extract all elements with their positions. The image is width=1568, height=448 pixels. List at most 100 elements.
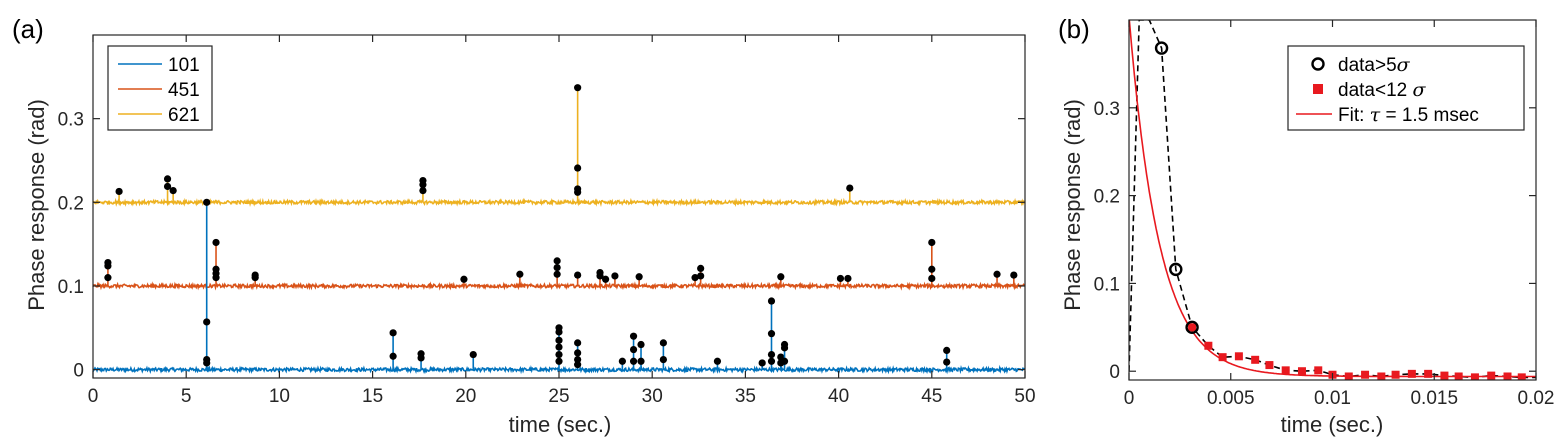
legend-box-a [107,45,213,131]
event-point-101 [758,359,766,367]
x-tick-label: 0.015 [1410,388,1458,409]
data-point-square [1344,372,1353,380]
series-trace-621 [92,197,1026,208]
chart-b-series [1129,20,1536,380]
x-tick-label: 30 [642,386,663,407]
event-point-451 [460,275,468,283]
data-point-square [1503,372,1512,380]
event-point-451 [777,273,785,281]
y-tick-label: 0.3 [58,110,84,131]
event-point-451 [251,274,259,282]
x-tick-label: 45 [921,386,942,407]
event-point-101 [574,361,582,369]
event-point-451 [553,270,561,278]
event-point-451 [553,263,561,272]
event-point-101 [629,345,638,354]
event-point-101 [574,349,582,357]
event-point-101 [637,357,645,365]
event-point-451 [212,238,220,247]
event-point-451 [602,275,610,283]
event-point-621 [419,187,427,195]
data-point-square [1234,352,1243,361]
event-point-101 [767,357,776,365]
x-tick-label: 0.02 [1518,388,1555,409]
y-tick-label: 0 [1109,362,1120,383]
data-point-square [1188,323,1197,332]
x-tick-label: 50 [1014,386,1035,407]
x-tick-label: 5 [181,386,192,407]
event-point-101 [389,352,397,360]
chart-a-ylabel: Phase response (rad) [24,99,49,311]
chart-b-legend: data>5σ data<12 σ Fit: τ = 1.5 msec [1287,45,1525,131]
event-point-451 [1010,271,1018,279]
event-point-101 [713,357,722,365]
x-tick-label: 0.01 [1314,388,1351,409]
event-point-101 [417,354,425,362]
chart-b: (b) 0 0.005 0.01 0.015 0.02 0 0.1 0.2 0.3 time (… [1058,14,1554,437]
data-point-square [1517,373,1526,380]
y-tick-label: 0.3 [1094,99,1120,120]
data-point-square [1454,372,1463,380]
legend-b-label-data-gt-text: data>5 [1338,55,1397,76]
event-point-451 [212,274,220,282]
data-point-square [1407,369,1416,378]
legend-b-label-fit: Fit: τ = 1.5 msec [1338,104,1479,126]
event-point-621 [574,84,582,92]
event-point-621 [574,188,582,196]
x-tick-label: 35 [735,386,756,407]
legend-b-label-fit-prefix: Fit: [1338,105,1370,126]
y-tick-label: 0.1 [58,277,84,298]
data-point-square [1297,367,1306,376]
event-point-101 [555,350,563,359]
event-point-101 [555,328,563,336]
data-point-open-circle [1185,320,1199,335]
event-point-621 [115,187,123,196]
event-point-101 [574,339,582,347]
x-tick-label: 40 [828,386,849,407]
event-point-101 [637,340,645,349]
data-point-square [1377,372,1386,380]
event-point-451 [553,257,561,265]
legend-b-tau: τ [1370,104,1381,126]
x-tick-label: 0 [1124,388,1135,409]
event-point-101 [555,336,563,344]
event-point-621 [846,184,854,192]
chart-a-axes: 0 5 10 15 20 25 30 35 40 45 50 0 0.1 0.2 0.3 [58,34,1036,407]
data-point-open-circle [1154,41,1169,55]
legend-a-label-621: 621 [168,105,200,126]
legend-box-b [1287,45,1525,131]
y-tick-label: 0.2 [1094,187,1120,208]
legend-a-label-101: 101 [168,55,200,76]
legend-b-marker-open-circle [1311,57,1325,71]
chart-b-axes: 0 0.005 0.01 0.015 0.02 0 0.1 0.2 0.3 [1094,19,1555,409]
event-point-451 [104,262,112,270]
event-point-621 [169,187,177,195]
event-point-101 [767,330,776,338]
x-tick-label: 10 [269,386,290,407]
event-point-101 [943,358,951,366]
data-point-square [1204,341,1213,350]
data-point-square [1487,371,1496,380]
legend-b-label-data-lt: data<12 σ [1338,79,1427,101]
event-point-451 [697,264,705,273]
data-point-square [1440,371,1449,380]
event-point-101 [629,357,638,365]
event-point-451 [635,273,643,281]
event-point-451 [928,274,936,283]
data-point-square [1470,373,1479,380]
x-tick-label: 20 [455,386,476,407]
legend-b-label-fit-suffix: = 1.5 msec [1380,105,1479,126]
legend-a-label-451: 451 [168,80,200,101]
y-tick-label: 0 [73,361,84,382]
event-point-621 [574,164,582,172]
event-point-101 [469,350,477,359]
chart-a-xlabel: time (sec.) [509,412,612,437]
data-point-square [1391,370,1400,379]
event-point-101 [203,318,211,326]
panel-label-b: (b) [1058,14,1090,44]
event-point-101 [943,346,951,354]
chart-a: (a) 0 5 10 15 20 25 30 35 40 45 50 0 0.1 0.2 0.3 time … [12,14,1036,437]
panel-label-a: (a) [12,14,44,44]
x-tick-label: 15 [362,386,383,407]
event-point-101 [767,350,776,359]
